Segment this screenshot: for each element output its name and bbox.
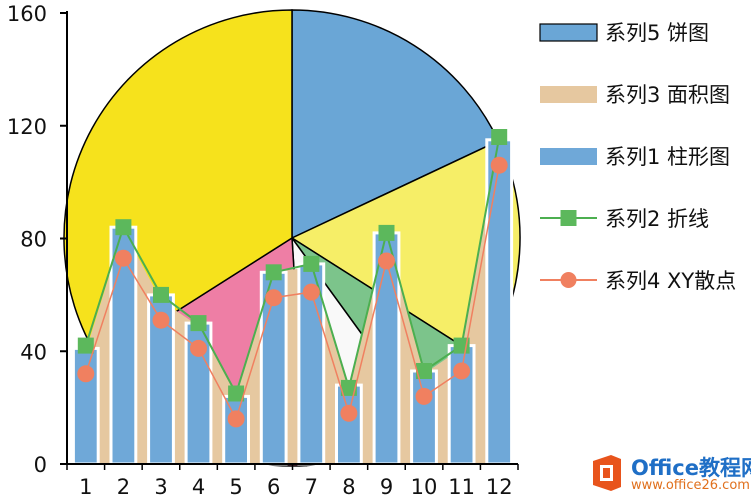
- x-tick-label: 6: [267, 475, 280, 499]
- scatter-point: [152, 311, 170, 329]
- line-marker: [115, 219, 132, 236]
- bar: [410, 369, 438, 466]
- scatter-point: [453, 362, 471, 380]
- legend-label: 系列3 面积图: [605, 83, 730, 107]
- legend-item: 系列2 折线: [540, 207, 709, 231]
- x-tick-label: 11: [448, 475, 475, 499]
- watermark-brand: Office教程网: [631, 456, 751, 480]
- y-tick-label: 160: [7, 2, 47, 26]
- x-tick-label: 5: [229, 475, 242, 499]
- x-tick-label: 3: [154, 475, 167, 499]
- line-marker: [416, 363, 432, 379]
- line-layer: [77, 129, 508, 402]
- legend-swatch-marker: [560, 210, 577, 226]
- pie-slice: [291, 9, 500, 240]
- y-tick-label: 120: [7, 115, 47, 139]
- legend-item: 系列5 饼图: [539, 21, 709, 45]
- scatter-layer: [77, 156, 508, 428]
- x-tick-label: 10: [411, 475, 438, 499]
- scatter-point: [114, 249, 132, 267]
- legend-swatch: [540, 86, 597, 103]
- y-tick-label: 80: [20, 228, 47, 252]
- scatter-point: [415, 387, 433, 405]
- legend-swatch-marker: [560, 272, 577, 288]
- line-marker: [491, 129, 508, 145]
- watermark-url: www.office26.com: [631, 478, 750, 493]
- bar: [335, 383, 363, 466]
- legend-item: 系列1 柱形图: [540, 145, 730, 169]
- scatter-point: [227, 410, 245, 428]
- line-marker: [378, 224, 395, 241]
- y-tick-label: 0: [34, 453, 47, 477]
- line-marker: [340, 379, 357, 396]
- line-marker: [77, 337, 94, 354]
- legend-label: 系列2 折线: [605, 207, 709, 231]
- bar: [372, 231, 401, 466]
- scatter-point: [302, 283, 320, 301]
- legend-label: 系列5 饼图: [605, 21, 709, 45]
- x-tick-label: 7: [305, 475, 318, 499]
- scatter-point: [490, 156, 508, 174]
- legend-label: 系列4 XY散点: [605, 269, 736, 293]
- scatter-point: [265, 289, 283, 307]
- x-tick-label: 1: [79, 475, 92, 499]
- legend-label: 系列1 柱形图: [605, 145, 730, 169]
- x-tick-label: 9: [380, 475, 393, 499]
- x-tick-label: 4: [192, 475, 205, 499]
- line-marker: [228, 385, 245, 402]
- legend-swatch: [539, 23, 598, 42]
- scatter-point: [378, 252, 395, 270]
- y-tick-label: 40: [20, 340, 47, 364]
- line-marker: [303, 255, 320, 272]
- line-marker: [265, 264, 282, 281]
- legend-item: 系列3 面积图: [540, 83, 730, 107]
- line-marker: [190, 315, 207, 332]
- legend-swatch: [540, 148, 597, 165]
- office-logo-icon: [593, 455, 621, 491]
- x-tick-label: 8: [342, 475, 355, 499]
- scatter-point: [77, 365, 95, 383]
- line-marker: [153, 286, 169, 303]
- x-tick-label: 2: [117, 475, 130, 499]
- legend-item: 系列4 XY散点: [540, 269, 736, 293]
- watermark: Office教程网 www.office26.com: [583, 449, 751, 501]
- scatter-point: [340, 404, 358, 422]
- x-tick-label: 12: [486, 475, 513, 499]
- bar: [222, 394, 250, 466]
- scatter-point: [190, 339, 207, 357]
